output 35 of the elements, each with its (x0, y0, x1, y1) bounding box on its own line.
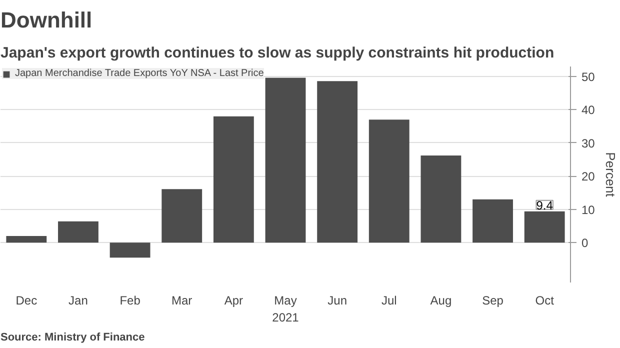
x-tick-label: Jun (328, 294, 348, 308)
y-tick-label: 20 (582, 170, 596, 184)
x-tick-label: Jul (381, 294, 397, 308)
y-axis-title: Percent (602, 152, 618, 198)
bar (213, 116, 254, 243)
x-tick-label: Aug (430, 294, 452, 308)
chart-subtitle: Japan's export growth continues to slow as supply constraints hit production (0, 44, 554, 62)
x-tick-label: Jan (68, 294, 88, 308)
bar (162, 189, 202, 243)
bar (265, 78, 306, 243)
x-tick-label: May (274, 294, 297, 308)
data-label: 9.4 (536, 198, 554, 212)
bar (368, 120, 410, 243)
y-tick-label: 50 (582, 70, 596, 84)
x-tick-label: Oct (535, 294, 555, 308)
bar (472, 199, 513, 243)
x-tick-label: Feb (120, 294, 141, 308)
bar (6, 236, 47, 243)
x-tick-label: Apr (224, 294, 244, 308)
bar (317, 81, 358, 243)
bar (110, 242, 150, 258)
y-tick-label: 40 (582, 103, 596, 118)
x-tick-label: Sep (482, 294, 504, 308)
x-tick-label: Mar (172, 294, 192, 308)
bar (58, 221, 98, 243)
chart-title: Downhill (0, 8, 92, 32)
source-note: Source: Ministry of Finance (0, 332, 145, 344)
y-tick-label: 0 (582, 236, 588, 250)
bar (524, 211, 565, 243)
bar (420, 156, 462, 243)
legend-label: Japan Merchandise Trade Exports YoY NSA - Last Price (15, 68, 264, 79)
x-tick-label: Dec (16, 294, 38, 308)
y-tick-label: 30 (582, 136, 596, 150)
x-axis-title: 2021 (272, 310, 300, 324)
y-tick-label: 10 (582, 202, 596, 217)
